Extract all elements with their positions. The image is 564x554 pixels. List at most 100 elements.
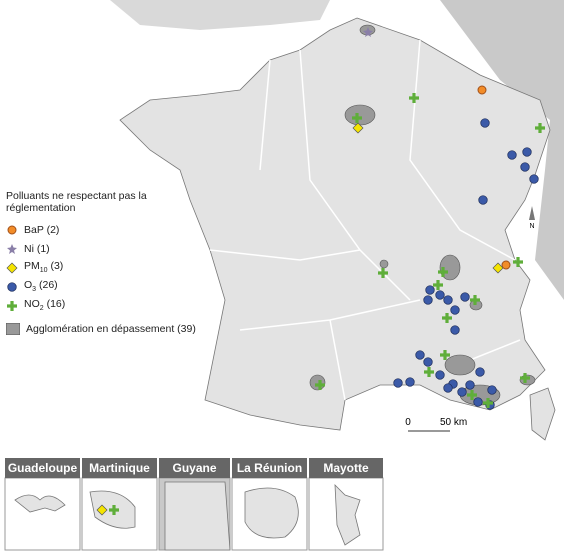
legend-count: (16) [46, 298, 66, 311]
legend-symbol [7, 225, 17, 234]
o3-marker [465, 380, 475, 390]
legend-item: O3 (26) [6, 277, 211, 296]
no2-marker [409, 93, 419, 103]
legend-text: O [24, 279, 33, 292]
neighbours [440, 0, 564, 300]
inset-land [14, 494, 66, 513]
o3-marker [425, 285, 435, 295]
o3-marker [423, 357, 433, 367]
no2-marker [315, 380, 325, 390]
no2-marker [513, 257, 524, 267]
o3-marker [478, 195, 488, 205]
legend-text: BaP (2) [24, 223, 60, 236]
legend-item: PM10 (3) [6, 258, 211, 277]
inset-title: Guyane [159, 458, 230, 478]
agglomeration [344, 104, 376, 126]
legend-label: BaP (2) [24, 224, 59, 236]
no2-marker [6, 300, 17, 311]
legend-count: (26) [39, 279, 58, 292]
o3-marker [480, 118, 490, 128]
o3-marker [522, 147, 532, 157]
legend-item: NO2 (16) [6, 296, 211, 315]
legend-label: Ni (1) [24, 243, 50, 255]
o3-marker [475, 367, 485, 377]
agglomeration [379, 259, 389, 269]
inset-title: Martinique [82, 458, 157, 478]
inset-land [244, 487, 299, 539]
bap-marker [7, 225, 17, 234]
scale-start: 0 [405, 417, 411, 428]
legend-sub: 2 [39, 305, 44, 313]
o3-marker [450, 305, 460, 315]
o3-marker [450, 325, 460, 335]
inset-title: Guadeloupe [5, 458, 80, 478]
no2-marker [352, 113, 362, 123]
o3-marker [435, 370, 445, 380]
o3-marker [507, 150, 517, 160]
legend-symbol [7, 243, 17, 254]
legend-item: Ni (1) [6, 239, 211, 258]
area-swatch [6, 322, 20, 335]
legend-symbol [6, 300, 17, 311]
no2-marker [483, 398, 493, 408]
legend-label: PM10 (3) [24, 260, 63, 274]
legend-sub: 10 [39, 267, 48, 275]
inset-frame [4, 477, 81, 551]
no2-marker [440, 350, 450, 360]
legend-count: (3) [50, 260, 64, 273]
ni-marker [7, 243, 17, 254]
scale-end: 50 km [440, 417, 467, 428]
o3-marker [443, 383, 453, 393]
no2-marker [470, 295, 480, 305]
no2-marker [438, 267, 448, 277]
legend-title: Polluants ne respectant pas la réglement… [6, 190, 147, 214]
o3-marker [520, 162, 530, 172]
o3-marker [460, 292, 470, 302]
bap-marker [501, 260, 511, 270]
legend-symbol [6, 262, 18, 273]
no2-marker [467, 390, 477, 400]
pm-marker [96, 504, 108, 516]
agglomeration [439, 254, 461, 281]
o3-marker [393, 378, 403, 388]
inset-title: Mayotte [309, 458, 383, 478]
no2-marker [442, 313, 452, 323]
legend-symbol [7, 281, 17, 292]
o3-marker [415, 350, 425, 360]
pm-marker [492, 262, 504, 274]
o3-marker [443, 295, 453, 305]
o3-marker [529, 174, 539, 184]
legend-sub: 3 [32, 286, 37, 294]
no2-marker [424, 367, 434, 377]
o3-marker [7, 281, 17, 292]
o3-marker [457, 387, 467, 397]
o3-marker [473, 397, 483, 407]
ni-marker [363, 27, 373, 37]
no2-marker [520, 373, 531, 383]
bap-marker [477, 85, 487, 95]
inset-land [164, 481, 231, 551]
inset-land [334, 483, 361, 546]
pm-marker [352, 122, 364, 134]
legend-area: Agglomération en dépassement (39) [6, 319, 211, 338]
region-borders [209, 39, 521, 401]
o3-marker [423, 295, 433, 305]
legend-area-label: Agglomération en dépassement (39) [26, 322, 196, 335]
o3-marker [405, 377, 415, 387]
o3-marker [435, 290, 445, 300]
legend-label: NO2 (16) [24, 298, 65, 312]
no2-marker [378, 268, 388, 278]
legend-text: PM [24, 260, 40, 273]
north-label: N [529, 223, 534, 230]
legend-item: BaP (2) [6, 220, 211, 239]
no2-marker [109, 505, 119, 515]
agglomeration [309, 374, 326, 391]
legend-text: NO [24, 298, 40, 311]
corsica [529, 387, 556, 441]
legend-label: O3 (26) [24, 279, 58, 293]
north-arrow [529, 206, 535, 220]
legend-text: Ni (1) [24, 242, 50, 255]
inset-title: La Réunion [232, 458, 307, 478]
